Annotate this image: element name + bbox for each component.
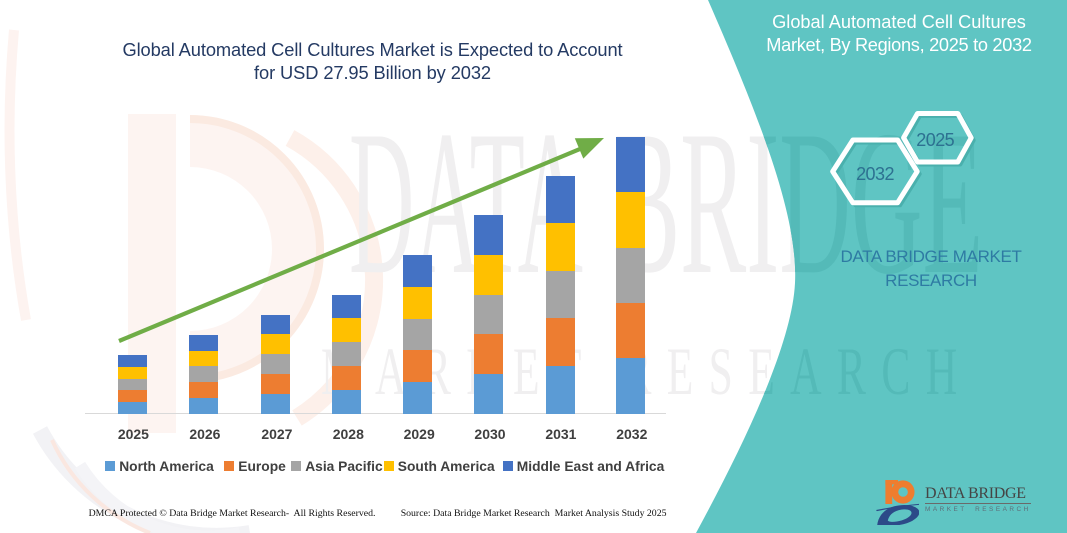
svg-text:DATA: DATA	[349, 88, 583, 317]
svg-text:DATA: DATA	[349, 88, 583, 317]
svg-text:MARKET RESEARCH: MARKET RESEARCH	[321, 334, 972, 409]
